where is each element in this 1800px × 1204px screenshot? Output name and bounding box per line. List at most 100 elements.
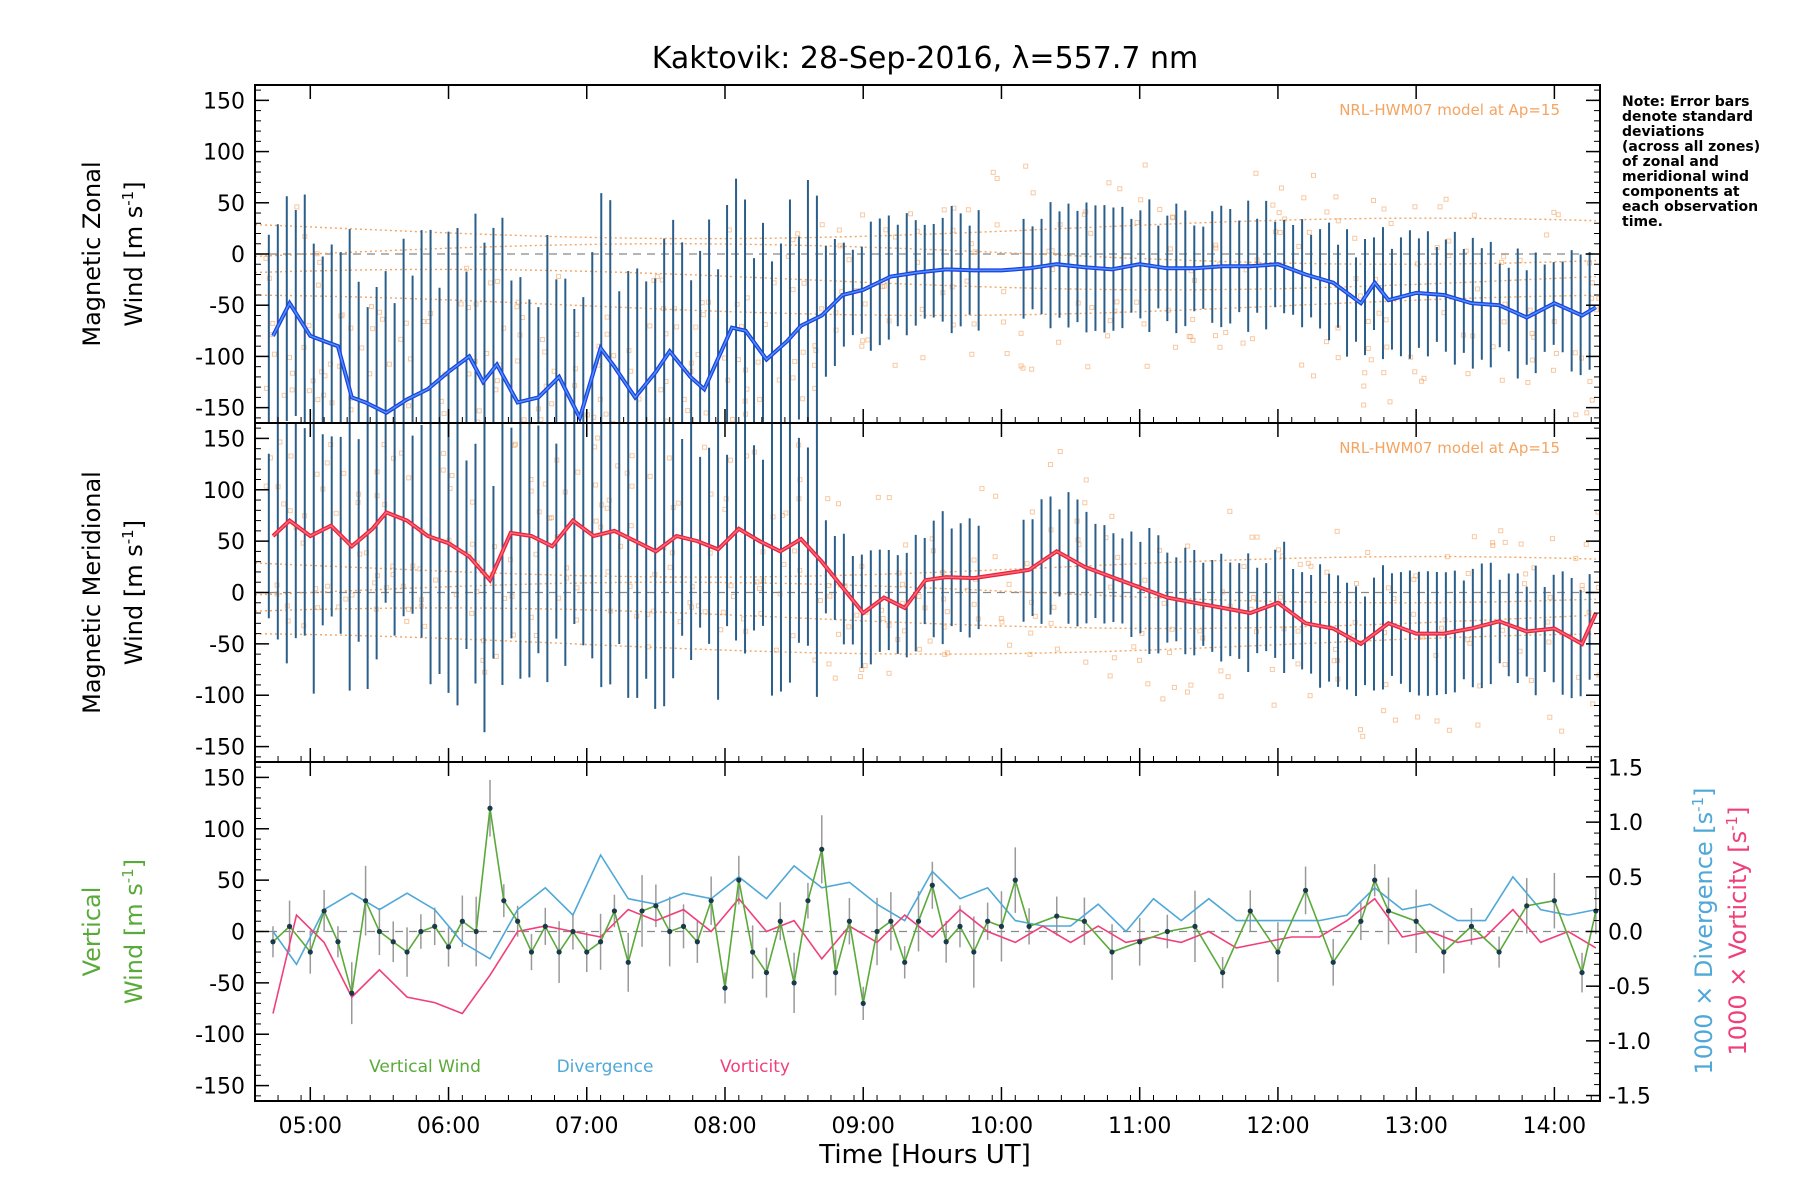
vertical-wind-point	[1081, 918, 1087, 924]
model-point	[1471, 534, 1477, 540]
model-point	[1054, 646, 1060, 652]
model-point	[1415, 714, 1421, 720]
model-point	[755, 359, 761, 365]
model-point	[819, 222, 825, 228]
model-point	[1082, 500, 1088, 506]
model-label: NRL-HWM07 model at Ap=15	[1339, 439, 1560, 457]
vertical-wind-point	[584, 949, 590, 955]
note-line: meridional wind	[1622, 169, 1749, 185]
model-point	[433, 577, 439, 583]
divergence-axis-sup: -1	[1689, 797, 1707, 812]
model-point	[1501, 319, 1507, 325]
vertical-wind-point	[653, 903, 659, 909]
model-point	[1411, 611, 1417, 617]
y-axis-label-line1: Vertical	[78, 887, 106, 977]
model-point	[466, 371, 472, 377]
model-point	[289, 387, 295, 393]
model-point	[1490, 543, 1496, 549]
model-point	[1032, 613, 1038, 619]
model-point	[1381, 370, 1387, 376]
model-point	[1368, 357, 1374, 363]
model-point	[542, 349, 548, 355]
vertical-wind-point	[349, 990, 355, 996]
model-point	[386, 361, 392, 367]
model-point	[1083, 659, 1089, 665]
model-point	[1525, 379, 1531, 385]
model-point	[324, 460, 330, 466]
model-point	[1085, 364, 1091, 370]
model-point	[1333, 646, 1339, 652]
model-point	[1227, 508, 1233, 514]
vertical-wind-point	[432, 923, 438, 929]
model-point	[1306, 229, 1312, 235]
model-point	[1371, 197, 1377, 203]
model-point	[263, 255, 269, 261]
model-point	[1056, 339, 1062, 345]
model-point	[1547, 594, 1553, 600]
model-point	[422, 623, 428, 629]
model-point	[647, 429, 651, 433]
model-point	[860, 212, 866, 218]
model-point	[827, 593, 833, 599]
model-point	[521, 417, 527, 423]
y-axis-label-line1: Magnetic Zonal	[78, 161, 106, 346]
y-axis-label-line2: Wind [m s-1]	[119, 181, 148, 326]
y-tick-label: 150	[203, 766, 245, 791]
model-point	[702, 444, 708, 450]
y2-tick-label: -1.5	[1608, 1085, 1651, 1110]
model-point	[1529, 357, 1535, 363]
model-point	[795, 231, 801, 237]
vertical-wind-point	[639, 908, 645, 914]
model-point	[1296, 243, 1302, 249]
model-point	[903, 542, 909, 548]
vertical-wind-point	[362, 898, 369, 904]
model-point	[1184, 689, 1190, 695]
model-point	[270, 320, 276, 326]
model-point	[1000, 319, 1006, 325]
x-tick-label: 06:00	[417, 1114, 480, 1139]
vertical-wind-point	[846, 918, 852, 924]
model-point	[333, 510, 339, 516]
model-point	[1006, 581, 1012, 587]
model-point	[1169, 626, 1175, 632]
model-point	[629, 453, 635, 459]
x-tick-label: 11:00	[1108, 1114, 1171, 1139]
chart-title: Kaktovik: 28-Sep-2016, λ=557.7 nm	[652, 41, 1198, 76]
model-point	[560, 443, 564, 447]
model-point	[1218, 693, 1224, 699]
model-point	[685, 408, 691, 414]
model-point	[886, 670, 892, 676]
model-point	[1310, 172, 1316, 178]
model-point	[1324, 339, 1330, 345]
model-point	[1107, 318, 1113, 324]
model-point	[1240, 340, 1246, 346]
vertical-wind-point	[1524, 903, 1530, 909]
vertical-wind-point	[1579, 969, 1585, 976]
vertical-wind-point	[929, 882, 935, 888]
model-point	[832, 675, 838, 681]
model-point	[1439, 625, 1445, 631]
model-point	[899, 581, 905, 587]
model-point	[993, 493, 999, 499]
model-point	[1365, 318, 1371, 324]
model-point	[493, 387, 499, 393]
note-line: components at	[1622, 184, 1740, 200]
y2-tick-label: 0.5	[1608, 866, 1643, 891]
model-point	[464, 265, 470, 271]
model-point	[1419, 378, 1425, 384]
model-point	[999, 619, 1005, 625]
model-point	[941, 207, 947, 213]
model-point	[1550, 367, 1556, 373]
vertical-wind-point	[1468, 923, 1475, 929]
model-point	[629, 483, 635, 489]
model-point	[404, 618, 410, 624]
note-line: time.	[1622, 214, 1663, 230]
vertical-wind-point	[1275, 949, 1281, 955]
model-point	[971, 321, 977, 327]
vertical-wind-point	[487, 805, 493, 811]
model-point	[359, 345, 365, 351]
note-line: deviations	[1622, 124, 1704, 140]
model-point	[560, 446, 564, 450]
model-point	[1134, 220, 1140, 226]
